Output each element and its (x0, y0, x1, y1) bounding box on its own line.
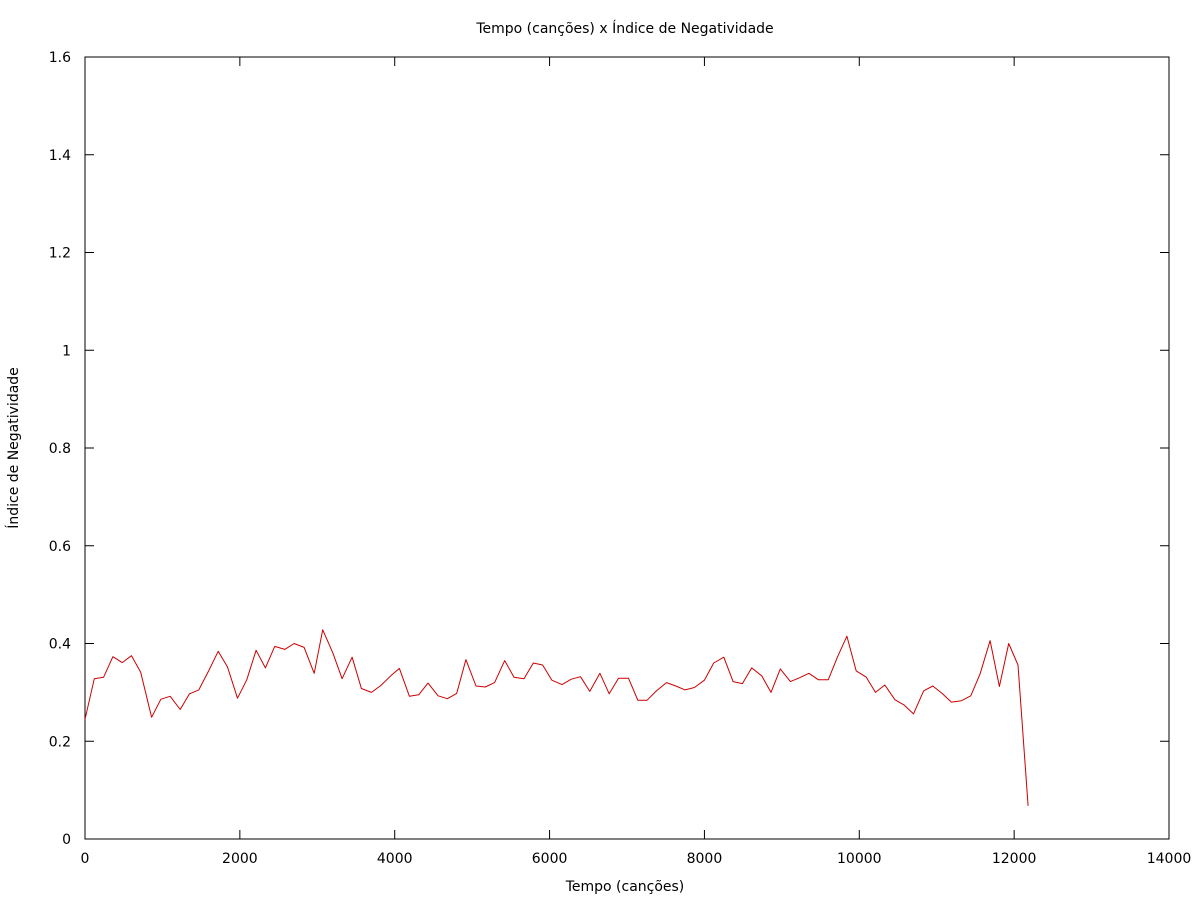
x-tick-label: 14000 (1147, 851, 1192, 867)
x-tick-label: 6000 (532, 851, 568, 867)
y-tick-label: 1.6 (49, 50, 71, 66)
x-tick-label: 10000 (837, 851, 882, 867)
y-axis-label: Índice de Negatividade (5, 367, 22, 529)
y-tick-label: 1 (62, 343, 71, 359)
y-tick-label: 1.2 (49, 246, 71, 262)
x-tick-label: 4000 (377, 851, 413, 867)
plot-frame (84, 56, 1170, 840)
y-tick-label: 1.4 (49, 148, 71, 164)
x-tick-label: 2000 (222, 851, 258, 867)
series-line (84, 629, 1029, 806)
y-tick-label: 0.8 (49, 441, 71, 457)
y-tick-label: 0 (62, 832, 71, 848)
x-tick-label: 8000 (687, 851, 723, 867)
y-tick-label: 0.2 (49, 734, 71, 750)
series-layer (84, 629, 1029, 806)
x-tick-label: 12000 (992, 851, 1037, 867)
x-tick-label: 0 (81, 851, 90, 867)
x-axis-label: Tempo (canções) (565, 879, 685, 895)
y-tick-label: 0.4 (49, 637, 71, 653)
y-tick-label: 0.6 (49, 539, 71, 555)
axis-ticks: 0 2000 4000 6000 8000 10000 12000 14000 0 0.2 0.4 0… (49, 50, 1192, 867)
chart-title: Tempo (canções) x Índice de Negatividade (475, 20, 773, 37)
